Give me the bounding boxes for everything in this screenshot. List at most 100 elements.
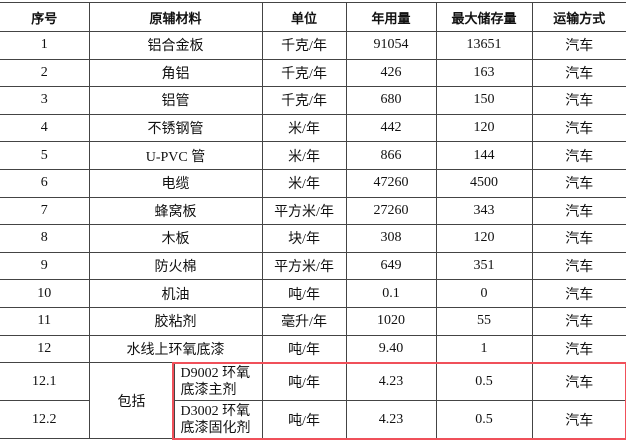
table-row: 5 U-PVC 管米/年 866 144 汽车	[0, 141, 626, 170]
table-row: 1 铝合金板 千克/年 91054 13651 汽车	[0, 31, 626, 60]
table-cell: 米/年	[261, 141, 347, 170]
table-cell: 55	[435, 306, 533, 336]
table-cell: 0.5	[435, 362, 533, 402]
table-cell: 汽车	[531, 334, 626, 364]
table-cell: 12.1	[0, 362, 90, 402]
table-cell: 千克/年	[261, 31, 347, 60]
table-row: 6 电缆 米/年 47260 4500 汽车	[0, 168, 626, 198]
table-cell: 4.23	[345, 362, 437, 402]
table-cell: 毫升/年	[261, 306, 347, 336]
header-cell: 单位	[261, 2, 347, 32]
table-cell: 13651	[435, 31, 533, 60]
table-cell: 平方米/年	[261, 251, 347, 281]
table-cell: 蜂窝板	[88, 196, 263, 226]
table-cell: 308	[345, 224, 437, 253]
table-cell: 5	[0, 141, 90, 170]
table-cell: 汽车	[531, 113, 626, 143]
table-cell: D9002 环氧底漆主剂	[173, 362, 263, 402]
table-cell: 汽车	[531, 224, 626, 253]
table-cell: 1	[435, 334, 533, 364]
table-cell: 144	[435, 141, 533, 170]
table-cell: 150	[435, 86, 533, 115]
header-cell: 年用量	[345, 2, 437, 32]
table-cell: 汽车	[531, 306, 626, 336]
table-cell: 11	[0, 306, 90, 336]
table-cell: 91054	[345, 31, 437, 60]
table-cell: 吨/年	[261, 362, 347, 402]
table-cell: 9	[0, 251, 90, 281]
table-cell: 汽车	[531, 251, 626, 281]
table-cell: 12	[0, 334, 90, 364]
table-cell: 角铝	[88, 58, 263, 88]
table-row: 12 水线上环氧底漆 吨/年 9.40 1 汽车	[0, 334, 626, 364]
table-cell: 120	[435, 224, 533, 253]
header-cell: 原辅材料	[88, 2, 263, 32]
table-cell: U-PVC 管	[88, 141, 263, 170]
table-cell: 27260	[345, 196, 437, 226]
table-cell: 米/年	[261, 168, 347, 198]
table-cell: 120	[435, 113, 533, 143]
table-cell: 10	[0, 279, 90, 308]
table-cell: 水线上环氧底漆	[88, 334, 263, 364]
table-cell: D3002 环氧底漆固化剂	[173, 400, 263, 440]
header-row: 序号 原辅材料 单位 年用量 最大储存量 运输方式	[0, 2, 626, 32]
table-row: 4 不锈钢管 米/年 442 120 汽车	[0, 113, 626, 143]
table-cell: 汽车	[531, 86, 626, 115]
table-cell: 12.2	[0, 400, 90, 440]
header-cell: 运输方式	[531, 2, 626, 32]
table-cell: 汽车	[531, 400, 626, 440]
table-cell: 汽车	[531, 168, 626, 198]
table-cell: 4.23	[345, 400, 437, 440]
table-cell: 米/年	[261, 113, 347, 143]
table-cell: 吨/年	[261, 334, 347, 364]
table-cell: 平方米/年	[261, 196, 347, 226]
table-cell: 8	[0, 224, 90, 253]
table-cell: 汽车	[531, 279, 626, 308]
table-row: 12.1 包括 D9002 环氧底漆主剂 吨/年 4.23 0.5 汽车	[0, 362, 626, 440]
table-cell: 9.40	[345, 334, 437, 364]
table-row: 8 木板 块/年 308 120 汽车	[0, 224, 626, 253]
table-row: 2 角铝 千克/年 426 163 汽车	[0, 58, 626, 88]
table-row: 7 蜂窝板 平方米/年 27260 343 汽车	[0, 196, 626, 226]
table-cell: 汽车	[531, 362, 626, 402]
table-cell: 2	[0, 58, 90, 88]
table-cell: 千克/年	[261, 58, 347, 88]
table-cell: 343	[435, 196, 533, 226]
table-cell: 机油	[88, 279, 263, 308]
table-cell: 649	[345, 251, 437, 281]
table-cell: 木板	[88, 224, 263, 253]
table-row: 3 铝管 千克/年 680 150 汽车	[0, 86, 626, 115]
table-cell: 0.1	[345, 279, 437, 308]
table-cell: 351	[435, 251, 533, 281]
table-cell: 块/年	[261, 224, 347, 253]
header-cell: 序号	[0, 2, 90, 32]
table-cell: 1	[0, 31, 90, 60]
table-cell: 426	[345, 58, 437, 88]
table-cell: 铝管	[88, 86, 263, 115]
table-cell: 6	[0, 168, 90, 198]
table-cell: 铝合金板	[88, 31, 263, 60]
table-cell: 47260	[345, 168, 437, 198]
table-cell: 电缆	[88, 168, 263, 198]
table-cell: 866	[345, 141, 437, 170]
table-cell: 3	[0, 86, 90, 115]
table-cell: 汽车	[531, 58, 626, 88]
header-cell: 最大储存量	[435, 2, 533, 32]
table-cell: 不锈钢管	[88, 113, 263, 143]
table-cell: 汽车	[531, 141, 626, 170]
table-cell: 4	[0, 113, 90, 143]
table-row: 12.2 D3002 环氧底漆固化剂 吨/年 4.23 0.5 汽车	[0, 400, 626, 440]
table-cell: 7	[0, 196, 90, 226]
table-cell: 442	[345, 113, 437, 143]
table-cell: 0	[435, 279, 533, 308]
group-cell: 包括	[88, 362, 175, 440]
table-row: 10 机油 吨/年 0.1 0 汽车	[0, 279, 626, 308]
table-cell: 4500	[435, 168, 533, 198]
table-cell: 胶粘剂	[88, 306, 263, 336]
table-cell: 汽车	[531, 31, 626, 60]
table-cell: 吨/年	[261, 279, 347, 308]
table-cell: 1020	[345, 306, 437, 336]
table-cell: 0.5	[435, 400, 533, 440]
table-cell: 防火棉	[88, 251, 263, 281]
